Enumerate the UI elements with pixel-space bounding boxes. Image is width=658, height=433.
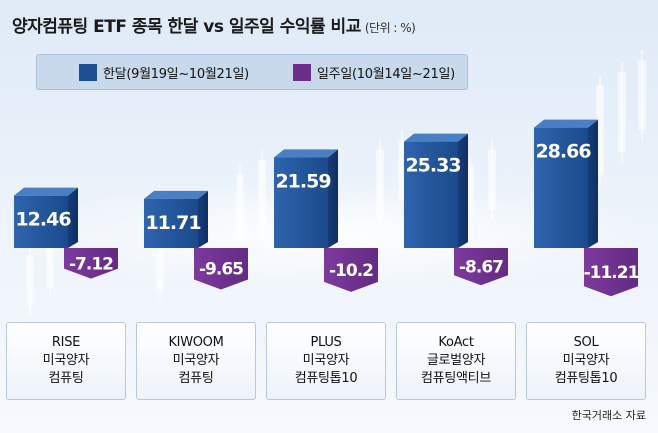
category-box-kiwoom: KIWOOM 미국양자 컴퓨팅 <box>136 322 256 400</box>
value-label-week: -10.2 <box>329 261 373 281</box>
chart-title: 양자컴퓨팅 ETF 종목 한달 vs 일주일 수익률 비교 (단위 : %) <box>12 12 416 37</box>
value-label-month: 12.46 <box>15 209 71 231</box>
category-label-line: 글로벌양자 <box>426 353 486 368</box>
category-label-line: 미국양자 <box>42 353 90 368</box>
bar-month-top <box>14 187 78 196</box>
bar-month <box>14 195 68 248</box>
bar-month-side <box>328 149 338 248</box>
bar-month-side <box>198 190 208 248</box>
bar-week <box>584 248 638 297</box>
legend-swatch-month <box>79 64 97 81</box>
bar-week <box>324 248 378 292</box>
value-label-week: -11.21 <box>584 263 639 283</box>
legend: 한달(9월19일~10월21일) 일주일(10월14일~21일) <box>36 54 468 90</box>
bar-month-top <box>274 149 338 158</box>
decor-candle-body <box>488 150 496 210</box>
bar-week <box>64 248 118 279</box>
unit-label: (단위 : %) <box>364 21 416 35</box>
value-label-month: 21.59 <box>275 170 330 192</box>
decor-candle-body <box>46 248 54 288</box>
category-label-line: 미국양자 <box>562 353 610 368</box>
bar-month-top <box>404 133 468 142</box>
bar-week <box>194 248 248 290</box>
bar-month-side <box>588 119 598 249</box>
legend-label-week: 일주일(10월14일~21일) <box>317 67 455 82</box>
category-label-line: 미국양자 <box>302 353 350 368</box>
bar-month <box>404 141 458 248</box>
value-label-week: -9.65 <box>199 260 243 280</box>
category-box-koact: KoAct 글로벌양자 컴퓨팅액티브 <box>396 322 516 400</box>
category-label-line: KIWOOM <box>168 335 224 350</box>
value-label-week: -7.12 <box>69 254 113 274</box>
category-label-line: SOL <box>573 335 599 350</box>
category-label-line: KoAct <box>438 335 474 350</box>
bar-month-top <box>144 190 208 199</box>
bars-layer: 12.46 -7.12 11.71 -9.65 21.59 -10.2 25.33 -8.67… <box>14 119 640 297</box>
decor-candle-body <box>618 72 626 152</box>
category-label-line: 컴퓨팅 <box>178 371 214 386</box>
category-label-line: RISE <box>51 335 81 350</box>
chart-title-text: 양자컴퓨팅 ETF 종목 한달 vs 일주일 수익률 비교 <box>12 17 361 37</box>
bar-month <box>274 157 328 248</box>
legend-swatch-week <box>293 64 311 81</box>
bar-month-side <box>68 187 78 248</box>
category-box-rise: RISE 미국양자 컴퓨팅 <box>6 322 126 400</box>
bar-month-side <box>458 133 468 248</box>
value-label-week: -8.67 <box>459 258 503 278</box>
bar-month-top <box>534 119 598 128</box>
category-label-line: 컴퓨팅톱10 <box>294 371 358 386</box>
bar-week <box>454 248 508 286</box>
category-label-line: PLUS <box>310 335 342 350</box>
category-label-line: 컴퓨팅톱10 <box>554 371 618 386</box>
legend-label-month: 한달(9월19일~10월21일) <box>103 67 249 82</box>
decor-candle-body <box>398 140 406 200</box>
bar-month <box>144 198 198 248</box>
category-label-line: 미국양자 <box>172 353 220 368</box>
source-note: 한국거래소 자료 <box>571 409 646 422</box>
decor-candle-body <box>638 60 646 130</box>
category-box-sol: SOL 미국양자 컴퓨팅톱10 <box>526 322 646 400</box>
decor-candle-body <box>596 85 604 175</box>
value-label-month: 11.71 <box>145 212 200 234</box>
category-box-plus: PLUS 미국양자 컴퓨팅톱10 <box>266 322 386 400</box>
category-label-line: 컴퓨팅 <box>48 371 84 386</box>
decor-candle-body <box>26 255 34 305</box>
value-label-month: 28.66 <box>535 141 591 163</box>
value-label-month: 25.33 <box>405 155 460 177</box>
category-label-line: 컴퓨팅액티브 <box>421 371 491 386</box>
bar-month <box>534 127 588 248</box>
